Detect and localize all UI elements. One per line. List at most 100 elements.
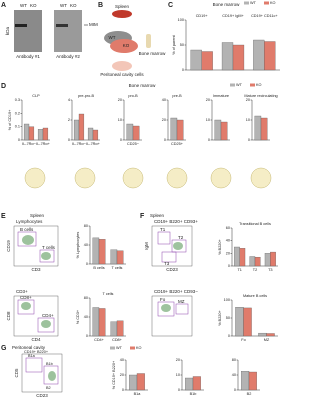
x-tick-label: CD25− <box>127 142 140 146</box>
bar <box>23 123 30 141</box>
cell-density <box>21 235 183 381</box>
label: T1 <box>160 227 166 232</box>
x-tick-label: B1a <box>134 392 142 396</box>
label: B1a <box>28 354 36 358</box>
blot-band <box>15 24 27 27</box>
y-tick-label: 0 <box>122 388 124 392</box>
bar <box>214 119 222 141</box>
bar <box>201 51 213 71</box>
flow-plots <box>13 225 193 393</box>
y-tick-label: 0.3 <box>15 98 20 102</box>
y-tick-label: 20 <box>246 98 250 102</box>
legend-swatch <box>264 1 269 5</box>
x-tick-label: IL-7Rα− <box>22 142 36 146</box>
x-tick-label: T3 <box>268 268 272 272</box>
label: WT <box>109 35 116 40</box>
y-tick-label: 20 <box>226 251 230 255</box>
label: B1b <box>46 362 53 366</box>
y-tick-label: 50 <box>180 43 184 47</box>
bar <box>37 129 44 141</box>
y-tick-label: 0 <box>248 138 250 142</box>
label: Bone marrow <box>139 51 167 56</box>
blot <box>54 10 82 52</box>
y-tick-label: 4 <box>68 98 70 102</box>
y-tick-label: 40 <box>84 243 88 247</box>
chart-title: Mature B cells <box>243 294 267 298</box>
chart-title: pre-B <box>172 94 182 98</box>
bar <box>192 376 201 391</box>
label: Spleen <box>30 213 45 218</box>
x-tick-label: CD19+ IgM+ <box>222 14 244 18</box>
y-tick-label: 10 <box>176 373 180 377</box>
bar <box>235 307 244 337</box>
legend-label: WT <box>236 83 243 87</box>
stage-circles <box>24 167 272 189</box>
y-tick-label: 10 <box>206 118 210 122</box>
label: T3 <box>164 261 170 266</box>
y-tick-label: 100 <box>178 18 184 22</box>
bar <box>232 44 245 71</box>
bar <box>116 320 124 337</box>
label: KO <box>30 3 37 8</box>
y-tick-label: 2 <box>68 118 70 122</box>
label: Antibody #2 <box>56 54 80 59</box>
spleen-icon <box>112 10 132 18</box>
chart-title: Transitional B cells <box>239 222 271 226</box>
bar <box>185 377 194 391</box>
label: CD8 <box>6 311 11 320</box>
y-tick-label: 0 <box>86 262 88 266</box>
y-tick-label: 20 <box>162 118 166 122</box>
y-tick-label: 50 <box>226 316 230 320</box>
bar <box>243 307 252 337</box>
bar <box>92 307 100 337</box>
label: B <box>98 2 103 9</box>
bar <box>28 126 35 141</box>
bone-icon <box>146 34 151 48</box>
label: CD23 <box>166 267 178 272</box>
y-tick-label: 0 <box>228 334 230 338</box>
x-tick-label: CD19+ <box>196 14 209 18</box>
bar <box>254 256 261 267</box>
bar <box>264 253 271 267</box>
legend-swatch <box>130 346 135 350</box>
label: B cells <box>20 227 34 232</box>
label: MIM <box>89 22 98 27</box>
label: KO <box>70 3 77 8</box>
label: CD4+ <box>42 313 54 318</box>
y-tick-label: 20 <box>118 98 122 102</box>
x-tick-label: T1 <box>237 268 241 272</box>
y-tick-label: 20 <box>176 358 180 362</box>
bar <box>270 251 276 267</box>
y-tick-label: 0 <box>120 138 122 142</box>
label: Peritoneal cavity cells <box>100 72 144 77</box>
label: Bone marrow <box>129 83 157 88</box>
chart-title: CLP <box>32 94 40 98</box>
cavity-icon <box>112 61 132 71</box>
x-tick-label: IL-7Rα+ <box>86 142 100 146</box>
x-tick-label: B cells <box>93 266 104 270</box>
y-tick-label: 0 <box>228 264 230 268</box>
label: Bone marrow <box>213 2 241 7</box>
legend-swatch <box>110 346 115 350</box>
legend-label: KO <box>256 83 262 87</box>
label: B2 <box>46 386 51 390</box>
bar <box>266 333 275 337</box>
y-tick-label: 0 <box>178 388 180 392</box>
bar <box>87 127 94 141</box>
x-tick-label: B2 <box>247 392 252 396</box>
y-tick-label: 40 <box>84 315 88 319</box>
blot-band <box>56 24 68 27</box>
label: CD4 <box>31 337 40 342</box>
y-tick-label: 0.2 <box>15 111 20 115</box>
bar <box>241 371 250 391</box>
y-tick-label: 0 <box>18 138 20 142</box>
label: CD8+ <box>20 295 32 300</box>
legend-swatch <box>244 1 249 5</box>
label: CD19 <box>6 240 11 252</box>
bar <box>98 308 106 337</box>
legend-swatch <box>250 83 255 87</box>
label: D <box>1 83 6 90</box>
y-axis-label: % Lymphocytes <box>76 232 80 259</box>
bar <box>42 127 49 141</box>
